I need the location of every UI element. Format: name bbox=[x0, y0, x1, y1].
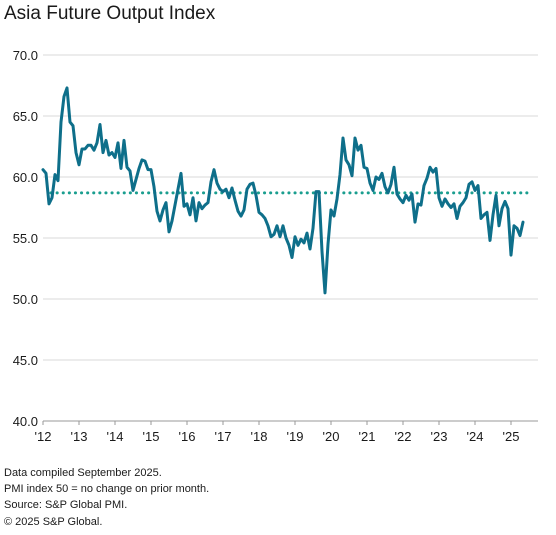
y-tick-label: 55.0 bbox=[13, 231, 38, 246]
x-tick-label: '22 bbox=[395, 429, 412, 444]
x-tick-label: '18 bbox=[251, 429, 268, 444]
x-tick-label: '24 bbox=[467, 429, 484, 444]
footnote-copyright: © 2025 S&P Global. bbox=[4, 515, 103, 528]
footnotes: Data compiled September 2025. PMI index … bbox=[4, 465, 209, 530]
y-tick-label: 60.0 bbox=[13, 170, 38, 185]
x-axis-ticks: '12 '13 '14 '15 '16 '17 '18 '19 '20 '21 '22 '23 '24 '… bbox=[35, 421, 520, 444]
x-tick-label: '19 bbox=[287, 429, 304, 444]
y-tick-label: 50.0 bbox=[13, 292, 38, 307]
x-tick-label: '17 bbox=[215, 429, 232, 444]
y-tick-label: 45.0 bbox=[13, 353, 38, 368]
series-lines bbox=[41, 86, 525, 295]
y-axis-ticks: 40.0 45.0 50.0 55.0 60.0 65.0 70.0 bbox=[13, 48, 38, 429]
footnote-compiled: Data compiled September 2025. bbox=[4, 467, 162, 479]
footnote-definition: PMI index 50 = no change on prior month. bbox=[4, 483, 210, 496]
x-tick-label: '13 bbox=[71, 429, 88, 444]
x-tick-label: '21 bbox=[359, 429, 376, 444]
footnote-source: Source: S&P Global PMI. bbox=[4, 499, 128, 512]
x-tick-label: '15 bbox=[143, 429, 160, 444]
x-tick-label: '12 bbox=[35, 429, 52, 444]
line-chart: 40.045.050.055.060.065.070.0 '12'13'14'1… bbox=[13, 48, 538, 444]
x-tick-label: '23 bbox=[431, 429, 448, 444]
chart-title: Asia Future Output Index bbox=[4, 3, 216, 24]
x-tick-label: '16 bbox=[179, 429, 196, 444]
x-tick-label: '20 bbox=[323, 429, 340, 444]
y-tick-label: 40.0 bbox=[13, 414, 38, 429]
x-tick-label: '25 bbox=[503, 429, 520, 444]
series-line bbox=[41, 86, 525, 295]
gridlines bbox=[43, 54, 538, 422]
x-tick-label: '14 bbox=[107, 429, 124, 444]
y-tick-label: 70.0 bbox=[13, 48, 38, 63]
y-tick-label: 65.0 bbox=[13, 109, 38, 124]
